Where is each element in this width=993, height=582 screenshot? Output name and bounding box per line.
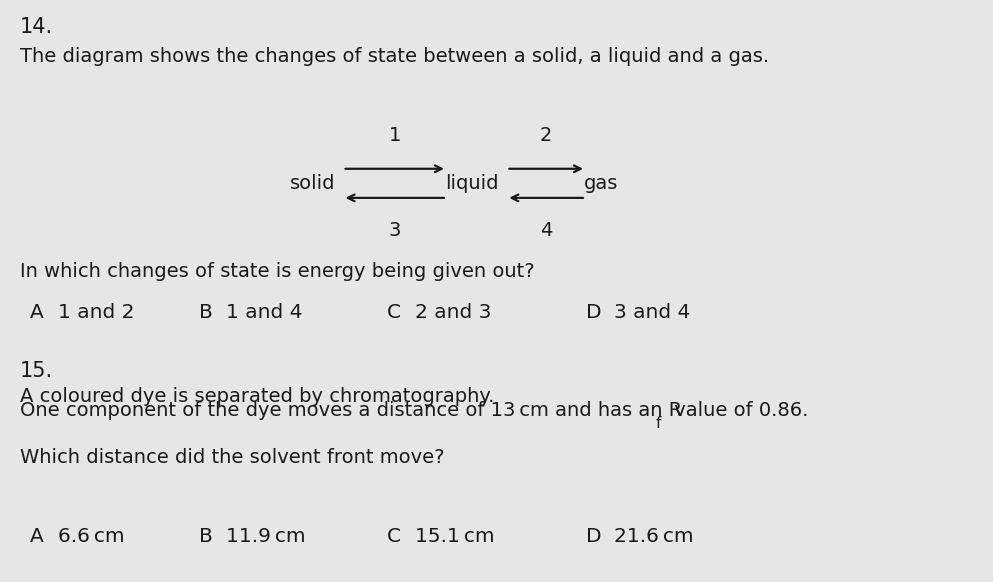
Text: C: C <box>387 527 401 546</box>
Text: f: f <box>655 416 660 431</box>
Text: 15.: 15. <box>20 361 53 381</box>
Text: 2: 2 <box>540 126 552 146</box>
Text: 1: 1 <box>388 126 401 146</box>
Text: 3: 3 <box>388 221 401 240</box>
Text: 6.6 cm: 6.6 cm <box>58 527 124 546</box>
Text: 4: 4 <box>540 221 552 240</box>
Text: 21.6 cm: 21.6 cm <box>614 527 693 546</box>
Text: 3 and 4: 3 and 4 <box>614 303 690 322</box>
Text: A: A <box>30 303 44 322</box>
Text: The diagram shows the changes of state between a solid, a liquid and a gas.: The diagram shows the changes of state b… <box>20 47 769 66</box>
Text: gas: gas <box>584 174 618 193</box>
Text: One component of the dye moves a distance of 13 cm and has an R: One component of the dye moves a distanc… <box>20 401 682 420</box>
Text: value of 0.86.: value of 0.86. <box>668 401 808 420</box>
Text: 14.: 14. <box>20 17 53 37</box>
Text: 2 and 3: 2 and 3 <box>415 303 492 322</box>
Text: 11.9 cm: 11.9 cm <box>226 527 306 546</box>
Text: Which distance did the solvent front move?: Which distance did the solvent front mov… <box>20 448 444 467</box>
Text: 1 and 2: 1 and 2 <box>58 303 134 322</box>
Text: C: C <box>387 303 401 322</box>
Text: solid: solid <box>290 174 336 193</box>
Text: B: B <box>199 527 213 546</box>
Text: D: D <box>586 527 602 546</box>
Text: 15.1 cm: 15.1 cm <box>415 527 495 546</box>
Text: liquid: liquid <box>445 174 498 193</box>
Text: In which changes of state is energy being given out?: In which changes of state is energy bein… <box>20 262 534 281</box>
Text: A: A <box>30 527 44 546</box>
Text: 1 and 4: 1 and 4 <box>226 303 303 322</box>
Text: A coloured dye is separated by chromatography.: A coloured dye is separated by chromatog… <box>20 387 495 406</box>
Text: D: D <box>586 303 602 322</box>
Text: B: B <box>199 303 213 322</box>
